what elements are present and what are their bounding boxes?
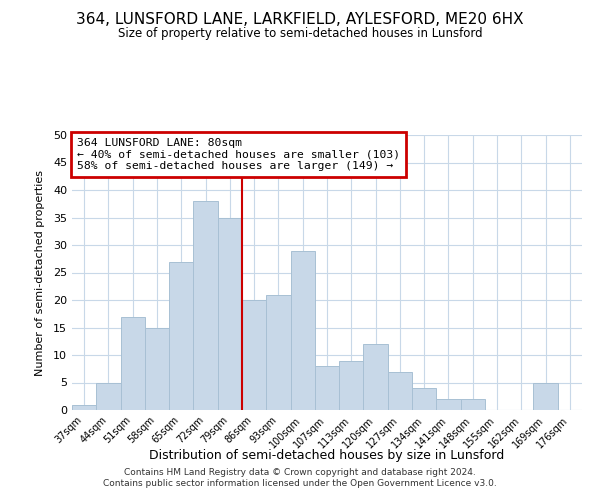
- Text: Size of property relative to semi-detached houses in Lunsford: Size of property relative to semi-detach…: [118, 28, 482, 40]
- Text: Contains HM Land Registry data © Crown copyright and database right 2024.
Contai: Contains HM Land Registry data © Crown c…: [103, 468, 497, 487]
- Bar: [436, 399, 461, 410]
- Bar: [218, 218, 242, 410]
- Bar: [388, 372, 412, 410]
- Bar: [266, 294, 290, 410]
- Bar: [315, 366, 339, 410]
- Bar: [242, 300, 266, 410]
- Bar: [290, 250, 315, 410]
- Bar: [96, 382, 121, 410]
- Bar: [121, 316, 145, 410]
- Text: 364 LUNSFORD LANE: 80sqm
← 40% of semi-detached houses are smaller (103)
58% of : 364 LUNSFORD LANE: 80sqm ← 40% of semi-d…: [77, 138, 400, 171]
- Bar: [533, 382, 558, 410]
- Bar: [339, 360, 364, 410]
- Bar: [145, 328, 169, 410]
- Bar: [169, 262, 193, 410]
- Bar: [364, 344, 388, 410]
- Bar: [193, 201, 218, 410]
- Bar: [461, 399, 485, 410]
- Bar: [412, 388, 436, 410]
- Y-axis label: Number of semi-detached properties: Number of semi-detached properties: [35, 170, 44, 376]
- Text: 364, LUNSFORD LANE, LARKFIELD, AYLESFORD, ME20 6HX: 364, LUNSFORD LANE, LARKFIELD, AYLESFORD…: [76, 12, 524, 28]
- Bar: [72, 404, 96, 410]
- Text: Distribution of semi-detached houses by size in Lunsford: Distribution of semi-detached houses by …: [149, 448, 505, 462]
